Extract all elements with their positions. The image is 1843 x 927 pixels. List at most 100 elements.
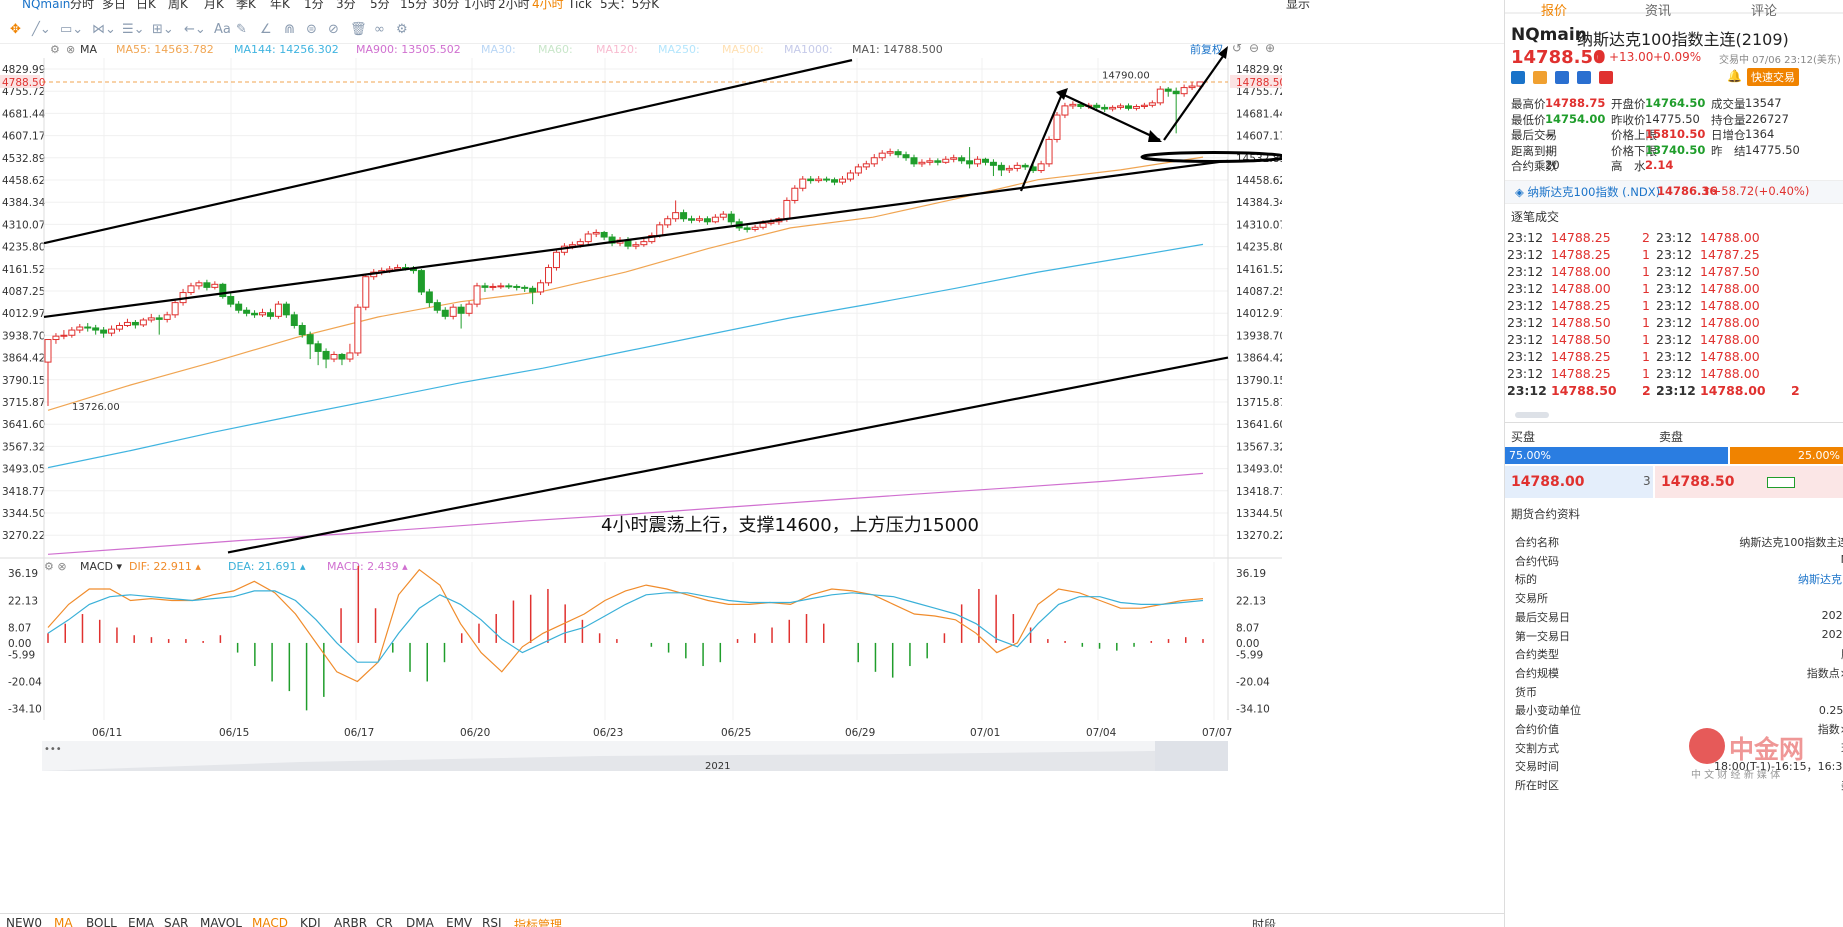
quote-label: 持仓量 — [1711, 112, 1746, 127]
candles — [44, 81, 1204, 407]
index-name[interactable]: ◈ 纳斯达克100指数 (.NDX) — [1515, 185, 1661, 199]
rect-tool-icon[interactable]: ▭⌄ — [60, 22, 84, 37]
indicator-tab[interactable]: DMA — [406, 916, 434, 927]
kline-chart[interactable]: 4829.99 14829.99 4755.72 14755.72 4681.44 146… — [0, 44, 1282, 913]
period-tab[interactable]: 多日 — [102, 0, 127, 11]
lock-icon[interactable]: ⊜ — [306, 22, 317, 37]
macd-settings-icon[interactable]: ⚙ ⊗ — [44, 560, 67, 573]
fib-tool-icon[interactable]: ☰⌄ — [122, 22, 145, 37]
settings-icon[interactable]: ⚙ — [396, 22, 408, 37]
period-tab[interactable]: 1小时 — [464, 0, 496, 11]
period-tab[interactable]: 分时 — [70, 0, 95, 11]
period-tab[interactable]: 5天：5分K — [600, 0, 660, 11]
panel-tab[interactable]: 报价 — [1541, 4, 1568, 19]
period-tab[interactable]: 2小时 — [498, 0, 530, 11]
price-tick-right: 14012.97 — [1236, 308, 1282, 320]
indicator-tab[interactable]: 指标管理 — [514, 918, 563, 927]
candle-body — [108, 328, 116, 334]
candle-body — [608, 236, 616, 244]
candle-body — [68, 329, 76, 336]
eye-icon[interactable]: ⊘ — [328, 22, 339, 37]
measure-tool-icon[interactable]: ⊞⌄ — [152, 22, 174, 37]
period-tab[interactable]: 3分 — [336, 0, 356, 11]
line-tool-icon[interactable]: ╱⌄ — [32, 22, 51, 37]
indicator-tab[interactable]: EMA — [128, 916, 155, 927]
panel-tab[interactable]: 评论 — [1751, 4, 1778, 19]
period-tab[interactable]: 年K — [270, 0, 290, 11]
fork-tool-icon[interactable]: ⋈⌄ — [92, 22, 116, 37]
indicator-tab[interactable]: 时段 — [1252, 918, 1277, 927]
period-tab[interactable]: 季K — [236, 0, 256, 11]
candle-body — [195, 282, 203, 287]
indicator-tab[interactable]: ARBR — [334, 916, 368, 927]
zoom-out-icon[interactable]: ⊖ — [1249, 44, 1259, 55]
candle-body — [910, 157, 918, 165]
candle-body — [600, 231, 608, 238]
badge-icon[interactable] — [1555, 71, 1569, 84]
indicator-tab[interactable]: MACD — [252, 916, 288, 927]
index-row[interactable] — [1505, 180, 1843, 204]
dea-line — [47, 590, 1204, 663]
flag-icon[interactable] — [1511, 71, 1525, 84]
magnet-icon[interactable]: ⋒ — [284, 22, 295, 37]
contract-key: 最小变动单位 — [1515, 704, 1581, 718]
period-tab[interactable]: 5分 — [370, 0, 390, 11]
indicator-tab[interactable]: NEW0 — [6, 916, 43, 927]
news-icon[interactable] — [1577, 71, 1591, 84]
ask-cell[interactable] — [1655, 466, 1843, 498]
lightning-icon[interactable] — [1533, 71, 1547, 84]
period-tab[interactable]: 周K — [168, 0, 188, 11]
crosshair-icon[interactable]: ✥ — [10, 22, 21, 37]
period-tab[interactable]: 4小时 — [532, 0, 564, 11]
period-tab[interactable]: 日K — [136, 0, 156, 11]
period-tab[interactable]: 1分 — [304, 0, 324, 11]
arrow-tool-icon[interactable]: ←⌄ — [184, 22, 206, 37]
panel-tab[interactable]: 资讯 — [1645, 4, 1672, 19]
period-tab[interactable]: NQmain — [22, 0, 71, 11]
period-tab[interactable]: 月K — [204, 0, 224, 11]
candle-body — [76, 326, 84, 331]
period-tab[interactable]: Tick — [568, 0, 592, 11]
indicator-tab[interactable]: EMV — [446, 916, 473, 927]
indicator-tab[interactable]: BOLL — [86, 916, 117, 927]
zoom-in-icon[interactable]: ⊕ — [1265, 44, 1275, 55]
contract-value: CME — [1695, 590, 1843, 603]
price-tick-left: 3270.22 — [2, 530, 45, 542]
period-tab[interactable]: 15分 — [400, 0, 428, 11]
legend-ma60: MA60: — [538, 44, 573, 56]
trash-icon[interactable]: 🗑 — [350, 22, 367, 37]
tick-price: 14788.00 — [1700, 230, 1760, 245]
candle-body — [346, 352, 354, 360]
macd-tick-left: 8.07 — [8, 622, 31, 634]
link-icon[interactable]: ∞ — [374, 22, 385, 37]
settings-icon[interactable]: ⚙ — [50, 44, 60, 56]
indicator-tab[interactable]: CR — [376, 916, 393, 927]
text-tool-icon[interactable]: Aa — [214, 22, 231, 37]
period-tab[interactable]: 30分 — [432, 0, 460, 11]
bell-icon[interactable]: 🔔 — [1727, 69, 1742, 83]
fast-trade-button[interactable]: 快速交易 — [1747, 68, 1799, 86]
ticks-scrollbar[interactable] — [1515, 412, 1549, 418]
indicator-tab[interactable]: RSI — [482, 916, 502, 927]
indicator-tab[interactable]: KDJ — [300, 916, 321, 927]
candle-body — [1140, 104, 1148, 107]
navigator-handle[interactable] — [1155, 741, 1228, 771]
heart-icon[interactable] — [1599, 71, 1613, 84]
fuquan-button[interactable]: 前复权 — [1190, 44, 1223, 56]
navigator-dots[interactable]: ••• — [44, 744, 62, 755]
candle-body — [958, 157, 966, 162]
contract-value[interactable]: 纳斯达克100指数 — [1798, 573, 1843, 587]
indicator-tab[interactable]: MA — [54, 916, 73, 927]
tick-price: 14787.25 — [1700, 247, 1760, 262]
display-menu[interactable]: 显示 — [1286, 0, 1311, 11]
reset-icon[interactable]: ↺ — [1232, 44, 1242, 55]
channel-middle-line — [43, 159, 1229, 319]
bid-cell[interactable] — [1505, 466, 1653, 498]
close-icon[interactable]: ⊗ — [66, 44, 75, 56]
indicator-tab[interactable]: SAR — [164, 916, 189, 927]
brush-tool-icon[interactable]: ✎ — [236, 22, 247, 37]
candle-body — [981, 158, 989, 163]
contract-value: 2021/09/17 — [1821, 608, 1843, 622]
pencil-tool-icon[interactable]: ∠ — [260, 22, 272, 37]
indicator-tab[interactable]: MAVOL — [200, 916, 242, 927]
